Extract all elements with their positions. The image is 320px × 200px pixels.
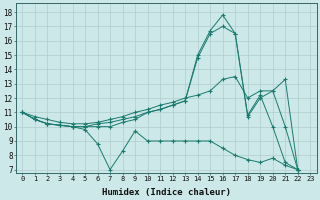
X-axis label: Humidex (Indice chaleur): Humidex (Indice chaleur) [102, 188, 231, 197]
